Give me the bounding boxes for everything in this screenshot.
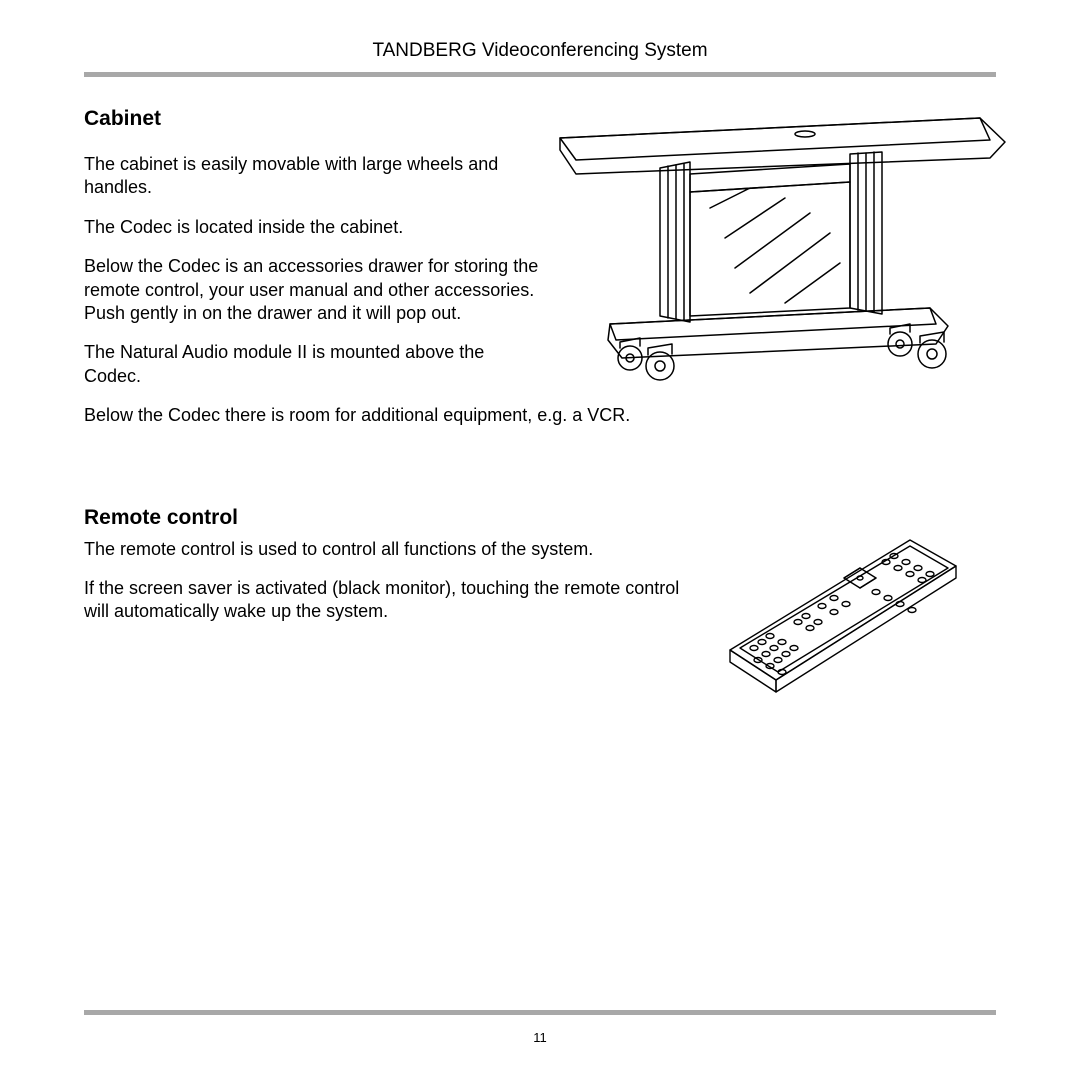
remote-para-2: If the screen saver is activated (black … [84, 577, 704, 624]
page-header-title: TANDBERG Videoconferencing System [84, 40, 996, 62]
header-rule [84, 72, 996, 77]
page-number: 11 [0, 1030, 1080, 1045]
cabinet-para-1: The cabinet is easily movable with large… [84, 153, 539, 200]
cabinet-para-2: The Codec is located inside the cabinet. [84, 216, 539, 239]
remote-para-1: The remote control is used to control al… [84, 538, 704, 561]
remote-illustration [710, 520, 970, 700]
footer-rule [84, 1010, 996, 1015]
document-page: TANDBERG Videoconferencing System Cabine… [0, 0, 1080, 1080]
cabinet-illustration [550, 108, 1010, 388]
cabinet-para-4: The Natural Audio module II is mounted a… [84, 341, 539, 388]
cabinet-para-5: Below the Codec there is room for additi… [84, 404, 984, 427]
cabinet-para-3: Below the Codec is an accessories drawer… [84, 255, 539, 325]
